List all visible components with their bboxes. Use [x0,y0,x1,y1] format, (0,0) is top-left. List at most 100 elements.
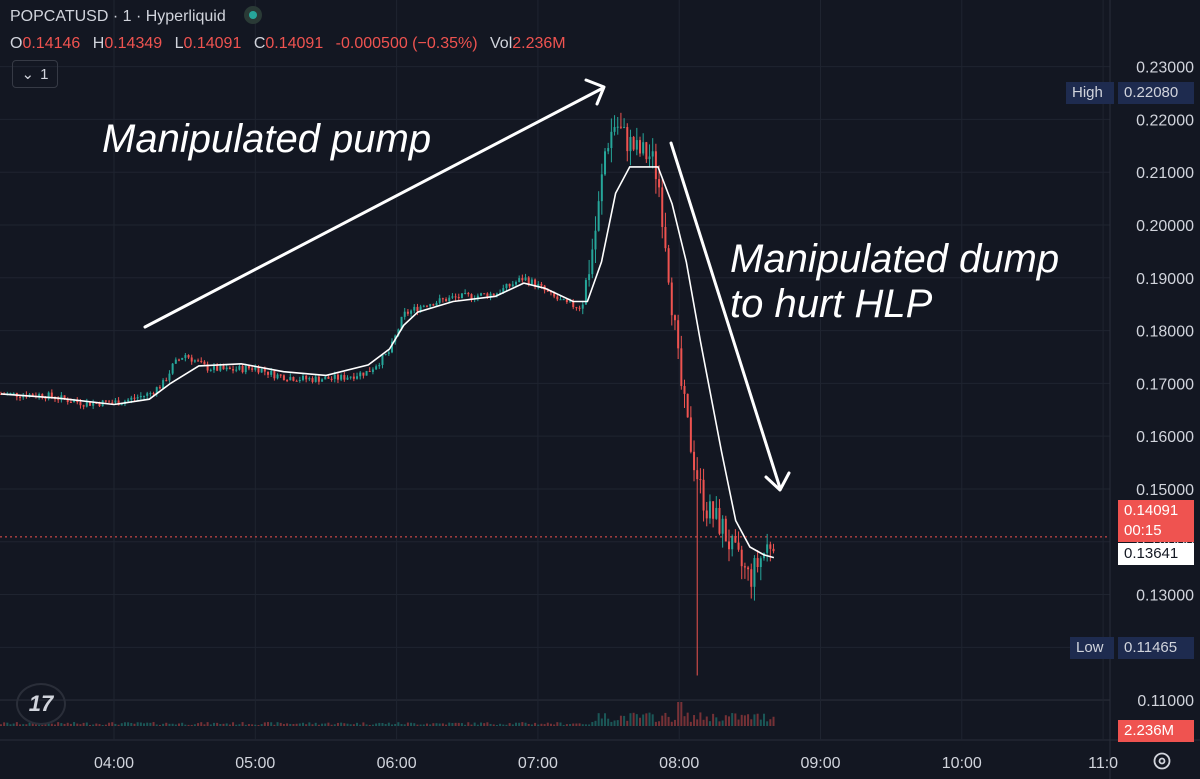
volume-bar [546,722,549,726]
candle-body [286,380,289,382]
candle-body [505,283,508,289]
candle-body [330,378,333,380]
candle-body [184,355,187,358]
candle-body [537,283,540,287]
volume-bar [724,715,727,726]
settings-gear-icon[interactable] [1152,751,1172,771]
volume-bar [85,722,88,726]
candle-body [181,357,184,360]
volume-bar [629,713,632,726]
candle-body [117,400,120,406]
volume-bar [651,714,654,726]
indicator-collapse-button[interactable]: ⌄ 1 [12,60,58,88]
price-tick-label: 0.20000 [1136,218,1194,235]
candle-body [693,451,696,471]
candle-body [235,369,238,371]
open-label: O [10,35,23,52]
volume-bar [359,724,362,726]
candle-body [470,294,473,300]
volume-bar [670,721,673,726]
candle-body [604,151,607,175]
annotation-arrows [143,78,791,492]
dump-arrow-head [764,471,791,492]
price-tick-label: 0.18000 [1136,324,1194,341]
volume-bar [263,722,266,726]
candle-body [712,501,715,519]
volume-bar [25,724,28,726]
volume-bar [642,714,645,726]
candle-body [270,370,273,375]
candle-body [740,549,743,567]
volume-bar [728,716,731,726]
volume-bar [508,723,511,726]
volume-bar [362,722,365,726]
candle-body [114,400,117,403]
volume-bar [457,722,460,726]
volume-bar [403,724,406,726]
candle-body [273,370,276,379]
price-tick-label: 0.13000 [1136,588,1194,605]
candle-body [282,375,285,381]
volume-bar [82,722,85,726]
volume-bar [219,723,222,726]
volume-bar [9,724,12,726]
volume-bar [638,717,641,726]
volume-bar [693,715,696,726]
candle-body [702,479,705,511]
candle-body [448,297,451,302]
dump-arrow-line [669,141,782,490]
candle-body [69,401,72,403]
candle-body [508,283,511,287]
candle-body [670,282,673,316]
open-value: 0.14146 [22,35,81,52]
volume-bar [225,723,228,726]
volume-bar [292,724,295,726]
volume-bar [69,723,72,726]
volume-bar [247,724,250,726]
volume-bar [251,724,254,726]
volume-bar [365,724,368,726]
candle-body [661,187,664,227]
volume-bar [658,721,661,726]
candle-body [50,392,53,398]
candle-body [600,174,603,202]
volume-bar [743,715,746,726]
volume-bar [689,721,692,726]
volume-bar [146,722,149,726]
tradingview-logo[interactable]: 17 [16,683,66,725]
volume-bar [41,724,44,726]
candle-body [289,377,292,381]
volume-bar [645,713,648,726]
candle-body [410,310,413,314]
candle-body [667,248,670,283]
volume-bar [352,724,355,726]
time-tick-label: 05:00 [235,755,275,772]
volume-bar [308,722,311,726]
candle-body [715,507,718,519]
candle-body [88,402,91,406]
volume-bar [756,713,759,726]
ohlc-legend: O0.14146 H0.14349 L0.14091 C0.14091 -0.0… [10,35,574,53]
pump-arrow-line [143,86,605,329]
symbol-header[interactable]: POPCATUSD · 1 · Hyperliquid [10,6,263,26]
candle-body [731,535,734,550]
candle-body [769,544,772,549]
candle-body [228,367,231,370]
volume-bar [349,724,352,726]
candle-body [177,359,180,361]
volume-bar [753,714,756,726]
candle-body [12,392,15,394]
candle-body [260,368,263,373]
volume-bar [168,723,171,726]
candle-body [569,301,572,303]
volume-bar [28,722,31,726]
candle-body [162,380,165,389]
candle-body [95,402,98,404]
candle-body [305,375,308,380]
candle-body [108,401,111,403]
volume-bar [597,713,600,726]
candle-body [152,393,155,395]
candle-body [518,278,521,283]
volume-bar [98,724,101,726]
